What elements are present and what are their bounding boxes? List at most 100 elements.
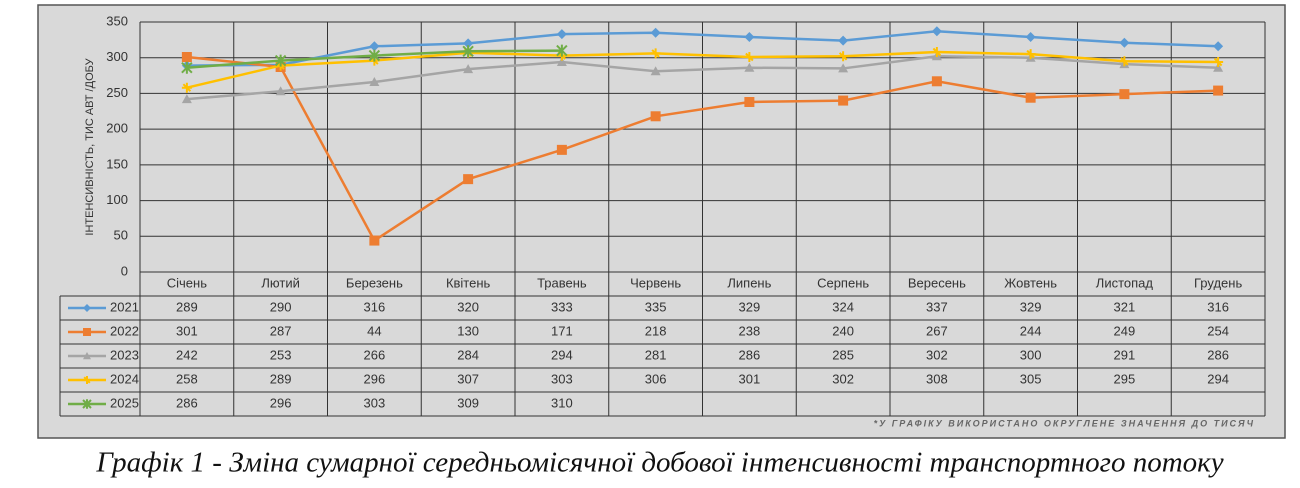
marker [1119, 37, 1130, 48]
table-value: 337 [926, 299, 948, 314]
footnote: *У ГРАФІКУ ВИКОРИСТАНО ОКРУГЛЕНЕ ЗНАЧЕНН… [874, 418, 1255, 428]
marker [275, 86, 286, 96]
table-value: 309 [457, 395, 479, 410]
table-value: 295 [1114, 371, 1136, 386]
marker [744, 62, 755, 72]
marker [1213, 41, 1224, 52]
x-tick-label: Липень [727, 275, 771, 290]
marker [1025, 32, 1036, 42]
marker [650, 66, 661, 76]
table-value: 303 [551, 371, 573, 386]
table-value: 321 [1114, 299, 1136, 314]
table-value: 281 [645, 347, 667, 362]
y-tick-label: 250 [106, 85, 128, 100]
legend-label: 2024 [110, 371, 139, 386]
marker [463, 174, 474, 185]
table-value: 286 [1207, 347, 1229, 362]
y-tick-label: 0 [121, 263, 128, 278]
y-axis-label: ІНТЕНСИВНІСТЬ, ТИС АВТ /ДОБУ [84, 57, 96, 235]
marker [931, 47, 942, 57]
table-value: 335 [645, 299, 667, 314]
table-value: 240 [832, 323, 854, 338]
marker [369, 41, 380, 52]
legend-label: 2023 [110, 347, 139, 362]
marker [369, 235, 380, 246]
table-value: 289 [176, 299, 198, 314]
table-value: 316 [1207, 299, 1229, 314]
marker [556, 144, 567, 155]
table-value: 301 [176, 323, 198, 338]
x-tick-label: Серпень [817, 275, 869, 290]
marker [744, 32, 755, 42]
marker [650, 111, 661, 122]
table-value: 254 [1207, 323, 1229, 338]
table-value: 324 [832, 299, 854, 314]
table-value: 291 [1114, 347, 1136, 362]
table-value: 286 [176, 395, 198, 410]
table-value: 333 [551, 299, 573, 314]
marker [1119, 56, 1130, 67]
x-tick-label: Жовтень [1004, 275, 1057, 290]
marker [82, 399, 92, 409]
y-tick-label: 300 [106, 49, 128, 64]
table-value: 44 [367, 323, 381, 338]
table-value: 289 [270, 371, 292, 386]
table-value: 296 [364, 371, 386, 386]
legend-label: 2025 [110, 395, 139, 410]
marker [181, 52, 192, 62]
marker [931, 76, 942, 87]
marker [369, 77, 380, 86]
table-value: 290 [270, 299, 292, 314]
x-tick-label: Вересень [908, 275, 966, 290]
marker [1025, 49, 1036, 60]
table-value: 307 [457, 371, 479, 386]
marker [838, 95, 849, 106]
table-value: 305 [1020, 371, 1042, 386]
table-value: 242 [176, 347, 198, 362]
table-value: 301 [739, 371, 761, 386]
table-value: 284 [457, 347, 479, 362]
marker [1213, 57, 1224, 67]
table-value: 266 [364, 347, 386, 362]
marker [556, 29, 567, 40]
x-tick-label: Листопад [1096, 275, 1154, 290]
table-value: 302 [926, 347, 948, 362]
table-value: 300 [1020, 347, 1042, 362]
series-line [186, 55, 1219, 243]
marker [463, 64, 474, 74]
y-tick-label: 200 [106, 121, 128, 136]
marker [1213, 85, 1224, 96]
table-value: 310 [551, 395, 573, 410]
marker [1025, 92, 1036, 103]
table-value: 308 [926, 371, 948, 386]
marker [744, 52, 755, 62]
x-tick-label: Травень [537, 275, 587, 290]
table-value: 303 [364, 395, 386, 410]
marker [463, 38, 474, 49]
marker [181, 94, 192, 104]
table-value: 329 [1020, 299, 1042, 314]
x-tick-label: Січень [167, 275, 207, 290]
marker [83, 304, 91, 312]
marker [368, 49, 381, 62]
marker [650, 48, 661, 59]
marker [462, 45, 474, 58]
marker [838, 35, 849, 46]
marker [744, 97, 755, 107]
marker [83, 376, 91, 384]
legend-label: 2021 [110, 299, 139, 314]
table-value: 285 [832, 347, 854, 362]
table-value: 249 [1114, 323, 1136, 338]
table-value: 329 [739, 299, 761, 314]
series-line [186, 55, 1219, 101]
table-value: 294 [1207, 371, 1229, 386]
table-value: 258 [176, 371, 198, 386]
y-tick-label: 100 [106, 192, 128, 207]
marker [931, 26, 942, 37]
marker [181, 61, 193, 74]
x-tick-label: Березень [346, 275, 403, 290]
legend-label: 2022 [110, 323, 139, 338]
table-value: 287 [270, 323, 292, 338]
table-value: 306 [645, 371, 667, 386]
